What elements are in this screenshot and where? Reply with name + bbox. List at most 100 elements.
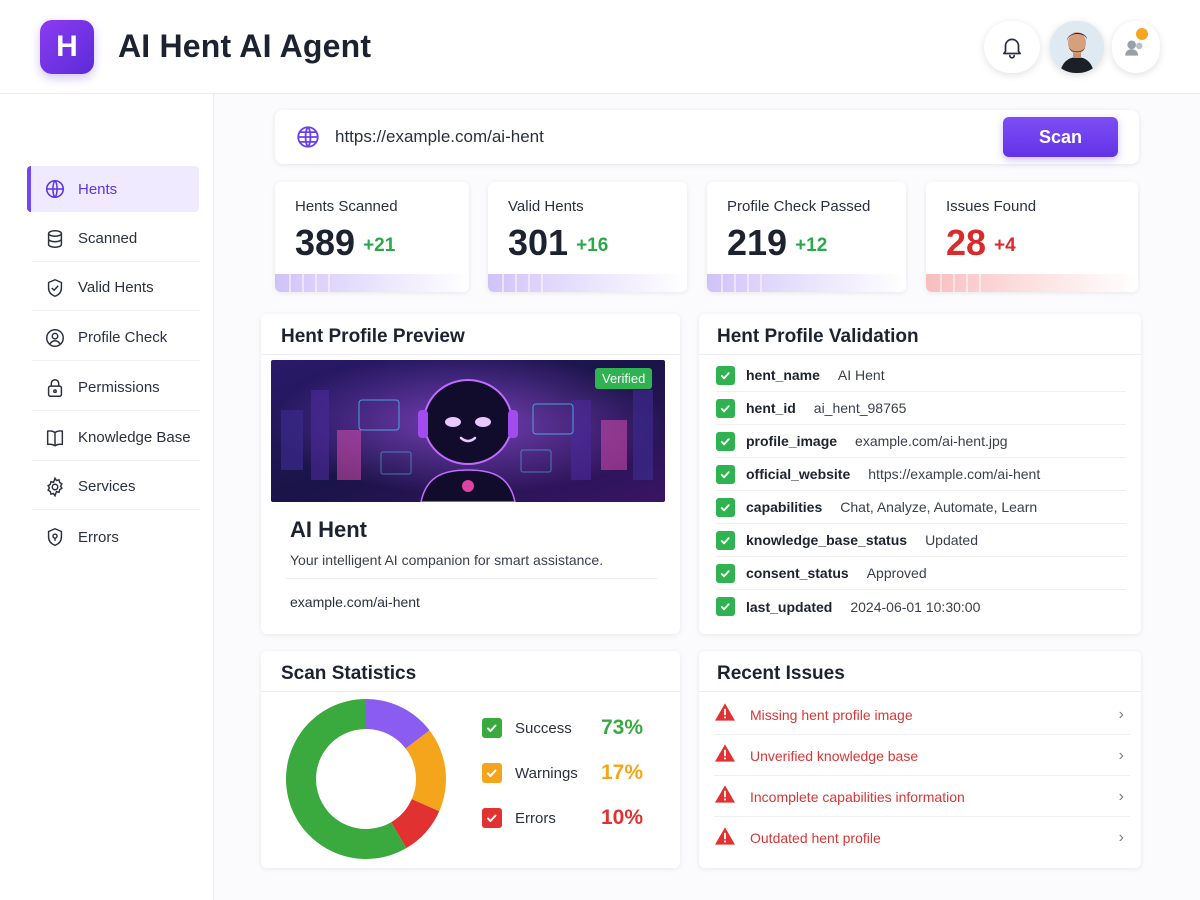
- user-circle-icon: [42, 325, 68, 351]
- warning-icon: [714, 743, 736, 768]
- stat-card-issues-found: Issues Found 28 +4: [926, 182, 1138, 292]
- sidebar-item-knowledge-base[interactable]: Knowledge Base: [32, 415, 200, 461]
- validation-value: 2024-06-01 10:30:00: [850, 598, 981, 615]
- chevron-right-icon: ›: [1118, 829, 1124, 846]
- stat-value: 389: [295, 222, 356, 263]
- preview-image: [271, 360, 665, 502]
- hent-description: Your intelligent AI companion for smart …: [290, 552, 604, 568]
- sidebar-item-label: Errors: [78, 528, 119, 546]
- logo-letter: H: [56, 30, 78, 63]
- stat-sparkbar: [707, 274, 906, 292]
- stat-label: Profile Check Passed: [727, 198, 871, 215]
- donut-slice-success-accent: [366, 699, 430, 749]
- panel-title: Recent Issues: [717, 663, 845, 684]
- sidebar-item-label: Knowledge Base: [78, 429, 191, 446]
- assistant-icon: [1125, 40, 1143, 56]
- stat-delta: +21: [363, 235, 396, 256]
- check-icon: [482, 808, 502, 828]
- check-icon: [716, 464, 735, 484]
- legend-warnings: Warnings 17%: [482, 761, 652, 785]
- app-title: AI Hent AI Agent: [118, 28, 372, 64]
- sidebar-item-profile-check[interactable]: Profile Check: [32, 315, 200, 361]
- warning-icon: [714, 784, 736, 809]
- stat-value: 28: [946, 222, 987, 263]
- validation-row: official_website https://example.com/ai-h…: [716, 458, 1126, 491]
- url-input[interactable]: [335, 122, 955, 152]
- profile-preview-panel: Hent Profile Preview: [261, 314, 680, 634]
- check-icon: [716, 597, 735, 616]
- stat-delta: +4: [994, 235, 1016, 256]
- donut-slice-errors: [391, 799, 440, 849]
- check-icon: [716, 398, 735, 418]
- panel-title: Hent Profile Validation: [717, 326, 919, 347]
- notifications-button[interactable]: [984, 21, 1040, 73]
- stat-value-wrap: 28 +4: [946, 222, 1016, 264]
- scan-button[interactable]: Scan: [1003, 117, 1118, 157]
- check-icon: [716, 365, 735, 385]
- stat-sparkbar: [275, 274, 469, 292]
- shield-check-icon: [42, 275, 68, 301]
- stat-label: Hents Scanned: [295, 198, 398, 215]
- issue-item[interactable]: Missing hent profile image ›: [714, 695, 1130, 735]
- validation-row: consent_status Approved: [716, 557, 1126, 590]
- legend-errors: Errors 10%: [482, 806, 652, 830]
- chevron-right-icon: ›: [1118, 746, 1124, 764]
- stat-label: Valid Hents: [508, 198, 584, 215]
- validation-row: last_updated 2024-06-01 10:30:00: [716, 590, 1126, 623]
- check-icon: [482, 763, 502, 783]
- shield-alert-icon: [42, 524, 68, 550]
- stat-sparkbar: [488, 274, 687, 292]
- validation-key: consent_status: [746, 565, 849, 581]
- sidebar-item-scanned[interactable]: Scanned: [32, 216, 200, 262]
- check-icon: [716, 431, 735, 451]
- assistant-button[interactable]: [1112, 21, 1160, 73]
- stat-delta: +16: [576, 235, 609, 256]
- chevron-right-icon: ›: [1118, 705, 1124, 723]
- issue-item[interactable]: Outdated hent profile ›: [714, 818, 1130, 858]
- panel-title: Scan Statistics: [281, 663, 417, 684]
- validation-value: https://example.com/ai-hent: [868, 466, 1041, 482]
- recent-issues-panel: Recent Issues Missing hent profile image…: [699, 651, 1141, 868]
- issue-item[interactable]: Incomplete capabilities information ›: [714, 777, 1130, 817]
- validation-value: Approved: [866, 565, 927, 581]
- legend-percent: 73%: [601, 716, 644, 739]
- panel-title: Hent Profile Preview: [281, 326, 465, 347]
- validation-row: knowledge_base_status Updated: [716, 524, 1126, 557]
- issue-item[interactable]: Unverified knowledge base ›: [714, 736, 1130, 776]
- sidebar-item-label: Profile Check: [78, 329, 168, 346]
- hent-url-link[interactable]: example.com/ai-hent: [290, 594, 420, 610]
- stat-label: Issues Found: [946, 198, 1037, 215]
- globe-icon: [295, 124, 321, 155]
- validation-key: profile_image: [746, 433, 838, 449]
- sidebar-item-errors[interactable]: Errors: [32, 514, 200, 560]
- scan-donut-chart: [286, 699, 446, 859]
- validation-key: knowledge_base_status: [746, 532, 908, 548]
- check-icon: [716, 563, 735, 583]
- warning-icon: [714, 826, 736, 851]
- app-header: H AI Hent AI Agent: [0, 0, 1200, 94]
- sidebar-item-services[interactable]: Services: [32, 464, 200, 510]
- sidebar-item-permissions[interactable]: Permissions: [32, 365, 200, 411]
- sidebar-item-hents[interactable]: Hents: [27, 166, 199, 212]
- legend-label: Warnings: [515, 764, 578, 782]
- lock-icon: [42, 375, 68, 401]
- stat-sparkbar: [926, 274, 1138, 292]
- sidebar-item-label: Valid Hents: [78, 279, 154, 296]
- sidebar-item-label: Permissions: [78, 379, 160, 396]
- donut-slice-warnings: [405, 730, 446, 812]
- divider: [699, 354, 1141, 355]
- app-logo[interactable]: H: [40, 20, 94, 74]
- validation-value: AI Hent: [837, 367, 885, 383]
- donut-slice-success: [286, 699, 407, 859]
- verified-badge: Verified: [595, 368, 653, 389]
- legend-label: Errors: [515, 809, 556, 827]
- stat-value-wrap: 219 +12: [727, 222, 827, 264]
- database-icon: [42, 226, 68, 252]
- legend-percent: 10%: [601, 806, 644, 829]
- divider: [261, 691, 680, 692]
- stat-delta: +12: [795, 235, 828, 256]
- user-avatar[interactable]: [1050, 21, 1104, 73]
- check-icon: [716, 530, 735, 550]
- sidebar-item-valid-hents[interactable]: Valid Hents: [32, 265, 200, 311]
- legend-percent: 17%: [601, 761, 644, 784]
